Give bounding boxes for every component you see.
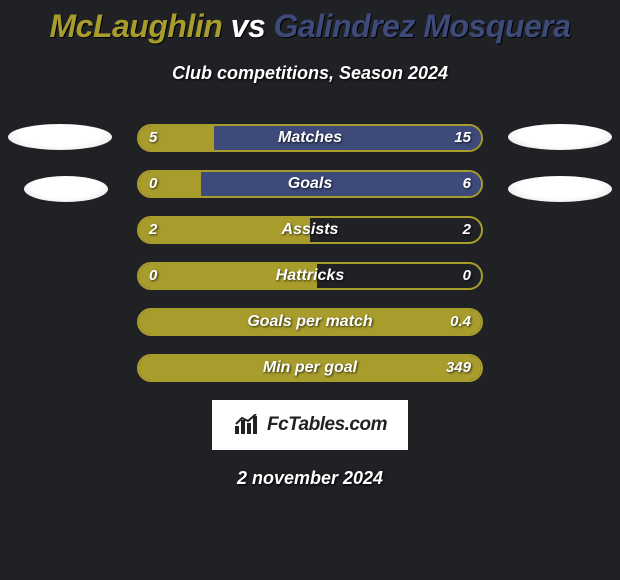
stat-label: Hattricks: [139, 264, 481, 288]
stat-row: Hattricks0 0: [137, 262, 483, 290]
stat-value-left: 0: [139, 172, 167, 196]
stat-value-right: 349: [436, 356, 481, 380]
stat-value-right: 15: [444, 126, 481, 150]
stat-row: Min per goal349: [137, 354, 483, 382]
player1-name: McLaughlin: [50, 8, 223, 44]
player2-name: Galindrez Mosquera: [274, 8, 571, 44]
player-avatar-placeholder: [508, 124, 612, 150]
stat-bars: Matches515Goals06Assists22Hattricks00Goa…: [137, 124, 483, 382]
vs-separator: vs: [231, 8, 266, 44]
stat-value-right: 6: [453, 172, 481, 196]
stat-label: Matches: [139, 126, 481, 150]
player-avatar-placeholder: [508, 176, 612, 202]
player-avatar-placeholder: [24, 176, 108, 202]
stat-label: Goals: [139, 172, 481, 196]
brand-badge: FcTables.com: [212, 400, 408, 450]
stat-label: Min per goal: [139, 356, 481, 380]
stat-row: Matches5 15: [137, 124, 483, 152]
snapshot-date: 2 november 2024: [0, 468, 620, 489]
comparison-title: McLaughlin vs Galindrez Mosquera: [0, 0, 620, 45]
comparison-body: Matches515Goals06Assists22Hattricks00Goa…: [0, 124, 620, 382]
stat-value-left: 0: [139, 264, 167, 288]
stat-value-left: 2: [139, 218, 167, 242]
stat-label: Goals per match: [139, 310, 481, 334]
stat-value-left: 5: [139, 126, 167, 150]
player-avatar-placeholder: [8, 124, 112, 150]
stat-row: Goals0 6: [137, 170, 483, 198]
stat-label: Assists: [139, 218, 481, 242]
stat-row: Assists2 2: [137, 216, 483, 244]
right-avatar-column: [500, 124, 620, 228]
stat-row: Goals per match0.4: [137, 308, 483, 336]
subtitle: Club competitions, Season 2024: [0, 63, 620, 84]
stat-value-right: 2: [453, 218, 481, 242]
left-avatar-column: [0, 124, 120, 228]
stat-value-right: 0.4: [440, 310, 481, 334]
stat-value-right: 0: [453, 264, 481, 288]
brand-text: FcTables.com: [267, 414, 387, 436]
brand-chart-icon: [233, 414, 261, 436]
